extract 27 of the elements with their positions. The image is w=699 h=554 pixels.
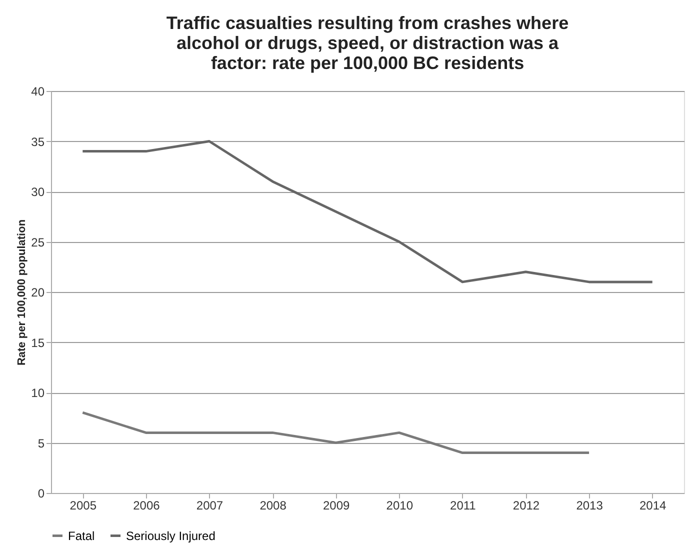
y-tick-label: 40 <box>31 84 45 98</box>
line-series <box>81 411 590 454</box>
y-tick-label: 15 <box>31 336 45 350</box>
text: Traffic casualties resulting from crashes where <box>166 13 569 33</box>
x-tick-label: 2013 <box>576 498 604 512</box>
x-tick-label: 2009 <box>323 498 350 512</box>
x-tick-label: 2005 <box>70 498 97 512</box>
x-tick-label: 2007 <box>196 498 224 512</box>
text: alcohol or drugs, speed, or distraction was a <box>176 33 559 53</box>
y-tick-label: 0 <box>38 486 45 500</box>
legend-label: Seriously Injured <box>126 528 216 543</box>
x-tick-label: 2011 <box>450 498 476 512</box>
x-tick-label: 2008 <box>260 498 287 512</box>
x-tick-label: 2006 <box>133 498 160 512</box>
y-tick-label: 30 <box>31 185 45 199</box>
y-tick-label: 20 <box>31 286 45 300</box>
y-tick-label: 10 <box>31 386 45 400</box>
y-tick-label: 25 <box>31 235 45 250</box>
x-tick-label: 2010 <box>386 498 414 512</box>
x-tick-label: 2014 <box>640 498 667 512</box>
text: factor: rate per 100,000 BC residents <box>210 53 524 73</box>
line-series <box>81 140 654 284</box>
legend-label: Fatal <box>68 528 95 543</box>
y-tick-label: 35 <box>31 134 45 149</box>
x-tick-label: 2012 <box>512 498 540 512</box>
y-tick-label: 5 <box>38 436 45 450</box>
y-axis-title: Rate per 100,000 population <box>16 219 28 366</box>
